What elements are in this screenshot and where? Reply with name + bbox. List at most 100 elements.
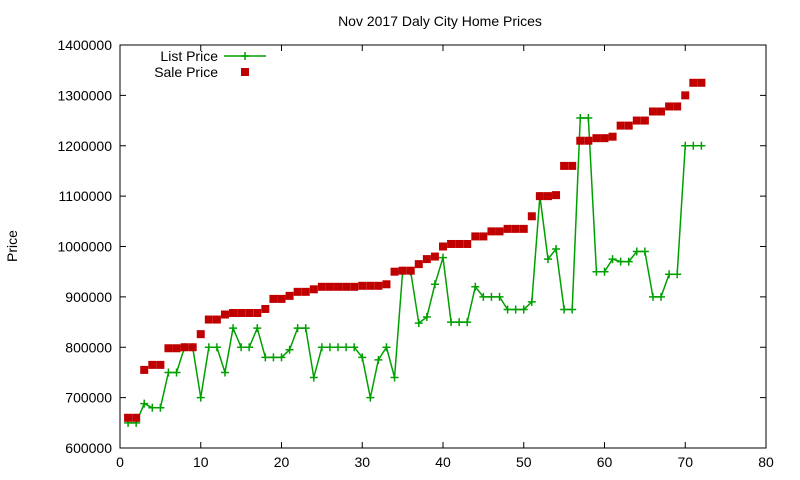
data-point-sale-price: [350, 282, 359, 291]
data-point-list-price: [350, 343, 359, 352]
data-point-sale-price: [495, 227, 504, 236]
data-point-sale-price: [616, 121, 625, 130]
data-point-sale-price: [212, 315, 221, 324]
x-tick-label: 10: [193, 454, 209, 470]
data-point-sale-price: [592, 134, 601, 143]
data-point-sale-price: [648, 107, 657, 116]
data-point-list-price: [439, 253, 447, 262]
data-point-sale-price: [382, 280, 391, 289]
data-point-list-price: [463, 318, 472, 327]
x-tick-label: 70: [677, 454, 693, 470]
y-tick-label: 1100000: [59, 188, 113, 204]
data-point-sale-price: [535, 192, 544, 201]
data-point-list-price: [495, 292, 504, 301]
data-point-list-price: [325, 343, 334, 352]
data-point-list-price: [309, 373, 318, 382]
data-point-list-price: [592, 267, 601, 276]
data-point-sale-price: [503, 224, 512, 233]
data-point-sale-price: [511, 224, 520, 233]
data-point-sale-price: [204, 315, 213, 324]
data-point-sale-price: [576, 136, 585, 145]
data-point-sale-price: [665, 102, 674, 111]
data-point-list-price: [430, 280, 439, 289]
data-point-list-price: [479, 292, 488, 301]
y-axis-label: Price: [4, 230, 20, 262]
data-point-list-price: [196, 393, 205, 402]
data-point-sale-price: [657, 107, 666, 116]
data-point-sale-price: [148, 360, 157, 369]
data-point-list-price: [156, 403, 165, 412]
x-tick-label: 30: [354, 454, 370, 470]
data-point-list-price: [237, 343, 246, 352]
data-point-sale-price: [180, 343, 189, 352]
data-point-sale-price: [552, 191, 561, 200]
data-point-sale-price: [447, 239, 456, 248]
data-point-sale-price: [487, 227, 496, 236]
data-point-sale-price: [301, 287, 310, 296]
data-point-list-price: [334, 343, 343, 352]
data-point-list-price: [212, 343, 221, 352]
data-point-list-price: [414, 319, 423, 328]
data-point-sale-price: [269, 294, 278, 303]
data-point-list-price: [455, 318, 464, 327]
data-point-list-price: [543, 255, 552, 264]
data-point-list-price: [624, 257, 633, 266]
data-point-list-price: [487, 292, 496, 301]
data-point-list-price: [301, 324, 310, 333]
data-point-list-price: [422, 313, 431, 322]
data-point-sale-price: [245, 308, 254, 317]
data-point-list-price: [253, 324, 262, 333]
data-point-sale-price: [463, 239, 472, 248]
data-point-sale-price: [285, 291, 294, 300]
data-point-sale-price: [422, 255, 431, 264]
data-point-list-price: [576, 114, 585, 123]
data-point-sale-price: [156, 360, 165, 369]
data-point-sale-price: [479, 232, 488, 241]
data-point-list-price: [632, 247, 641, 256]
data-point-sale-price: [406, 266, 415, 275]
data-point-sale-price: [342, 282, 351, 291]
data-point-sale-price: [560, 161, 569, 170]
data-point-list-price: [447, 318, 456, 327]
data-point-list-price: [148, 403, 157, 412]
data-point-list-price: [374, 355, 383, 364]
data-point-sale-price: [124, 413, 133, 422]
y-tick-label: 800000: [65, 339, 112, 355]
data-point-sale-price: [188, 343, 197, 352]
y-tick-label: 1200000: [57, 138, 112, 154]
data-point-list-price: [681, 141, 690, 150]
data-point-sale-price: [543, 192, 552, 201]
data-point-sale-price: [309, 285, 318, 294]
data-point-sale-price: [608, 132, 617, 141]
data-point-list-price: [568, 305, 577, 314]
data-point-sale-price: [624, 121, 633, 130]
chart-title: Nov 2017 Daly City Home Prices: [338, 13, 542, 29]
y-tick-label: 1300000: [57, 87, 112, 103]
data-point-list-price: [527, 297, 536, 306]
data-point-list-price: [293, 324, 302, 333]
series-layer: [124, 78, 706, 427]
data-point-list-price: [269, 353, 278, 362]
data-point-list-price: [503, 305, 512, 314]
x-tick-label: 60: [597, 454, 613, 470]
data-point-sale-price: [471, 232, 480, 241]
data-point-sale-price: [253, 308, 262, 317]
data-point-list-price: [390, 373, 399, 382]
y-tick-label: 900000: [65, 289, 112, 305]
data-point-sale-price: [293, 287, 302, 296]
data-point-list-price: [657, 292, 666, 301]
data-point-sale-price: [140, 365, 149, 374]
data-point-list-price: [471, 282, 480, 291]
data-point-sale-price: [334, 282, 343, 291]
x-tick-label: 80: [758, 454, 774, 470]
data-point-sale-price: [374, 281, 383, 290]
data-point-list-price: [382, 343, 391, 352]
data-point-sale-price: [261, 304, 270, 313]
data-point-list-price: [689, 141, 698, 150]
data-point-sale-price: [600, 134, 609, 143]
data-point-sale-price: [317, 282, 326, 291]
data-point-sale-price: [681, 91, 690, 100]
data-point-list-price: [277, 353, 286, 362]
data-point-list-price: [584, 114, 593, 123]
